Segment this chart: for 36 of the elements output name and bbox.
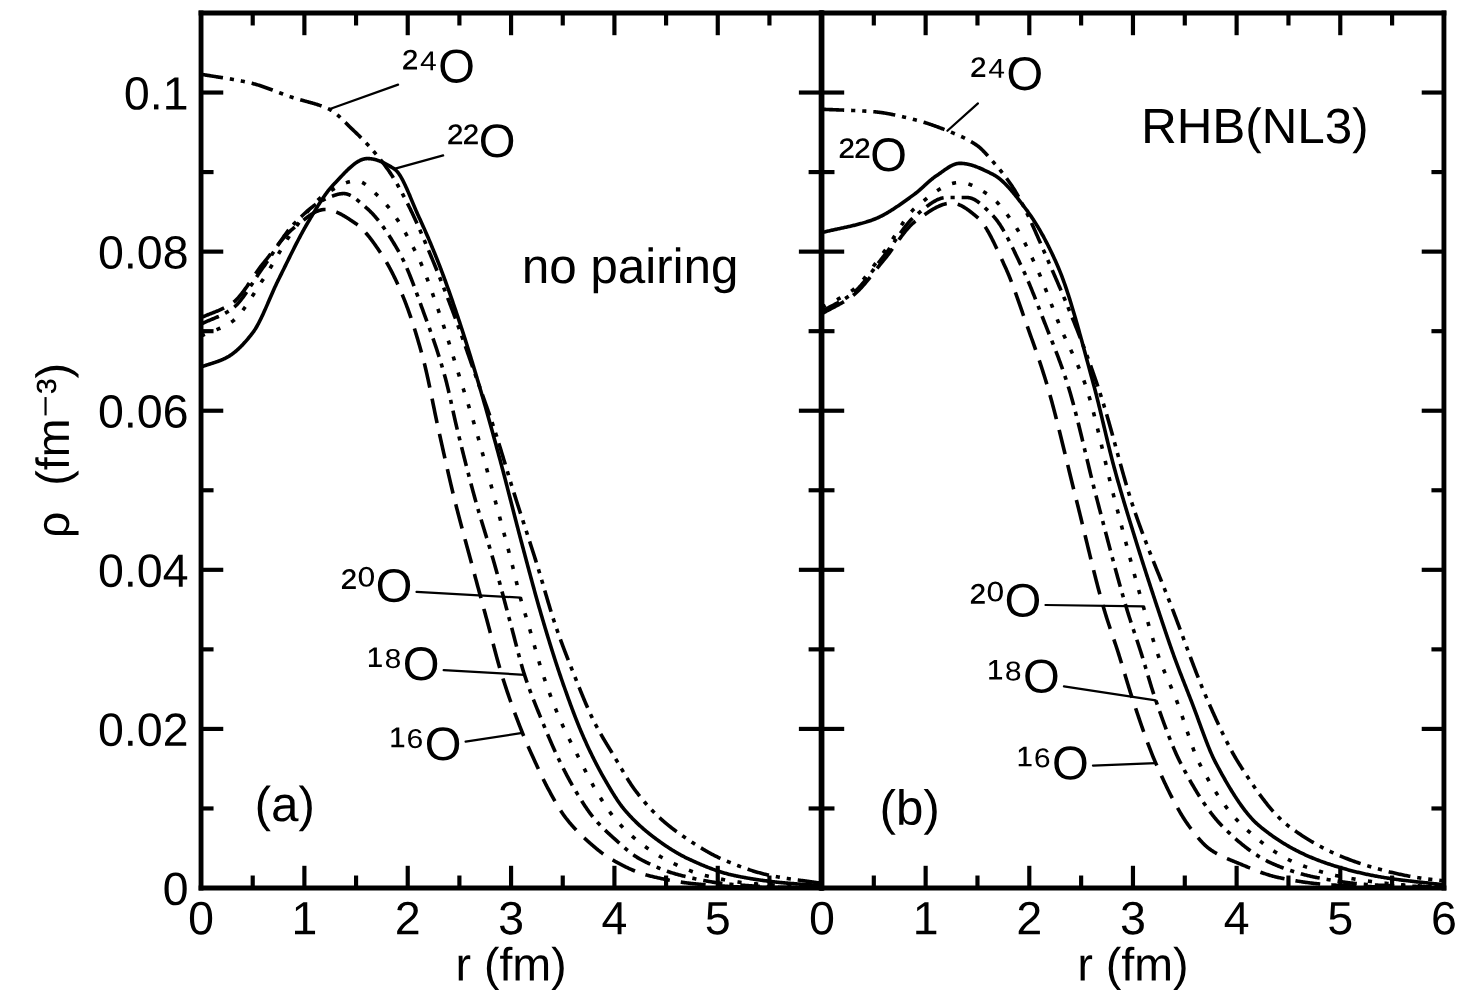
annotation: ²⁴O [403, 49, 473, 83]
x-tick-label: 4 [1224, 902, 1249, 935]
x-tick-label: 0 [810, 901, 834, 935]
annotation: ²⁰O [341, 566, 411, 603]
y-tick-label: 0.02 [99, 713, 187, 747]
x-tick-label: 1 [295, 902, 316, 935]
x-tick-label: 5 [706, 902, 729, 935]
y-tick-label: 0.08 [99, 236, 187, 269]
x-axis-title: r (fm) [458, 946, 564, 991]
annotation: ²⁰O [970, 581, 1040, 618]
y-tick-label: 0.06 [99, 395, 187, 429]
x-tick-label: 0 [189, 901, 213, 935]
annotation: ¹⁸O [989, 659, 1058, 693]
x-tick-label: 1 [916, 902, 937, 935]
y-tick-label: 0 [164, 872, 187, 906]
x-tick-label: 3 [1121, 901, 1144, 935]
x-tick-label: 2 [397, 901, 419, 935]
x-tick-label: 5 [1329, 902, 1352, 935]
y-tick-label: 0.1 [125, 76, 187, 110]
y-tick-label: 0.04 [99, 554, 188, 588]
annotation: ¹⁸O [368, 647, 438, 681]
annotation: ²²O [839, 138, 905, 172]
annotation: ²²O [448, 124, 514, 158]
x-axis-title: r (fm) [1080, 946, 1186, 991]
annotation: RHB(NL3) [1145, 107, 1366, 154]
annotation: (a) [257, 785, 312, 832]
x-tick-label: 3 [499, 901, 522, 935]
annotation: (b) [882, 788, 937, 835]
y-axis-title: ρ (fm⁻³) [35, 365, 79, 536]
x-tick-label: 6 [1433, 901, 1455, 935]
annotation: ²⁴O [971, 56, 1041, 91]
x-tick-label: 2 [1018, 901, 1040, 935]
annotation: ¹⁶O [1018, 746, 1087, 780]
x-tick-label: 4 [602, 902, 626, 935]
annotation: no pairing [525, 247, 736, 294]
annotation: ¹⁶O [391, 727, 460, 761]
